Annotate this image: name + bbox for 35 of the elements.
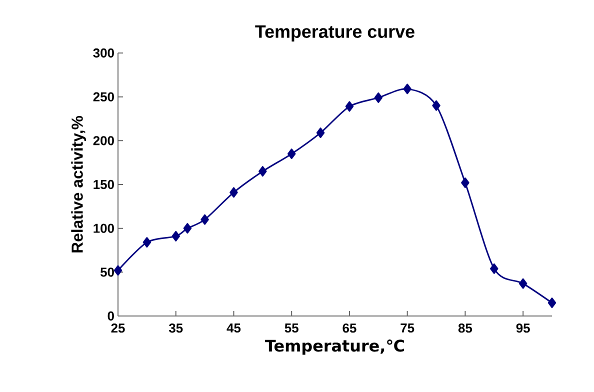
- x-tick-label: 75: [400, 324, 414, 333]
- y-tick-label: 200: [93, 136, 114, 146]
- point: [200, 214, 209, 225]
- y-tick-label: 0: [108, 311, 114, 321]
- x-tick-label: 65: [342, 324, 356, 333]
- point: [461, 177, 470, 188]
- x-tick-label: 35: [168, 324, 183, 333]
- x-tick-label: 85: [458, 324, 472, 333]
- chart-title: Temperature curve: [255, 25, 414, 42]
- point: [287, 148, 296, 160]
- point: [114, 265, 122, 276]
- point: [403, 84, 412, 94]
- x-tick-label: 55: [284, 324, 298, 333]
- point: [345, 101, 354, 112]
- point: [548, 298, 556, 308]
- point: [518, 278, 528, 289]
- point: [258, 166, 267, 177]
- point: [230, 187, 238, 198]
- point: [172, 230, 180, 242]
- point: [490, 263, 498, 274]
- y-tick-label: 300: [93, 48, 114, 58]
- x-tick-label: 95: [516, 324, 530, 333]
- point: [142, 237, 152, 248]
- y-tick-label: 150: [94, 180, 114, 190]
- point: [432, 100, 440, 111]
- x-tick-label: 25: [111, 324, 125, 333]
- x-axis-title: Temperature,℃: [265, 340, 404, 355]
- point: [374, 92, 383, 103]
- y-axis-title: Relative activity,%: [71, 116, 86, 252]
- y-tick-label: 100: [94, 224, 114, 233]
- y-tick-label: 50: [100, 268, 114, 277]
- point: [183, 223, 192, 234]
- y-tick-label: 250: [93, 92, 114, 102]
- point: [316, 128, 325, 138]
- x-tick-label: 45: [226, 324, 241, 333]
